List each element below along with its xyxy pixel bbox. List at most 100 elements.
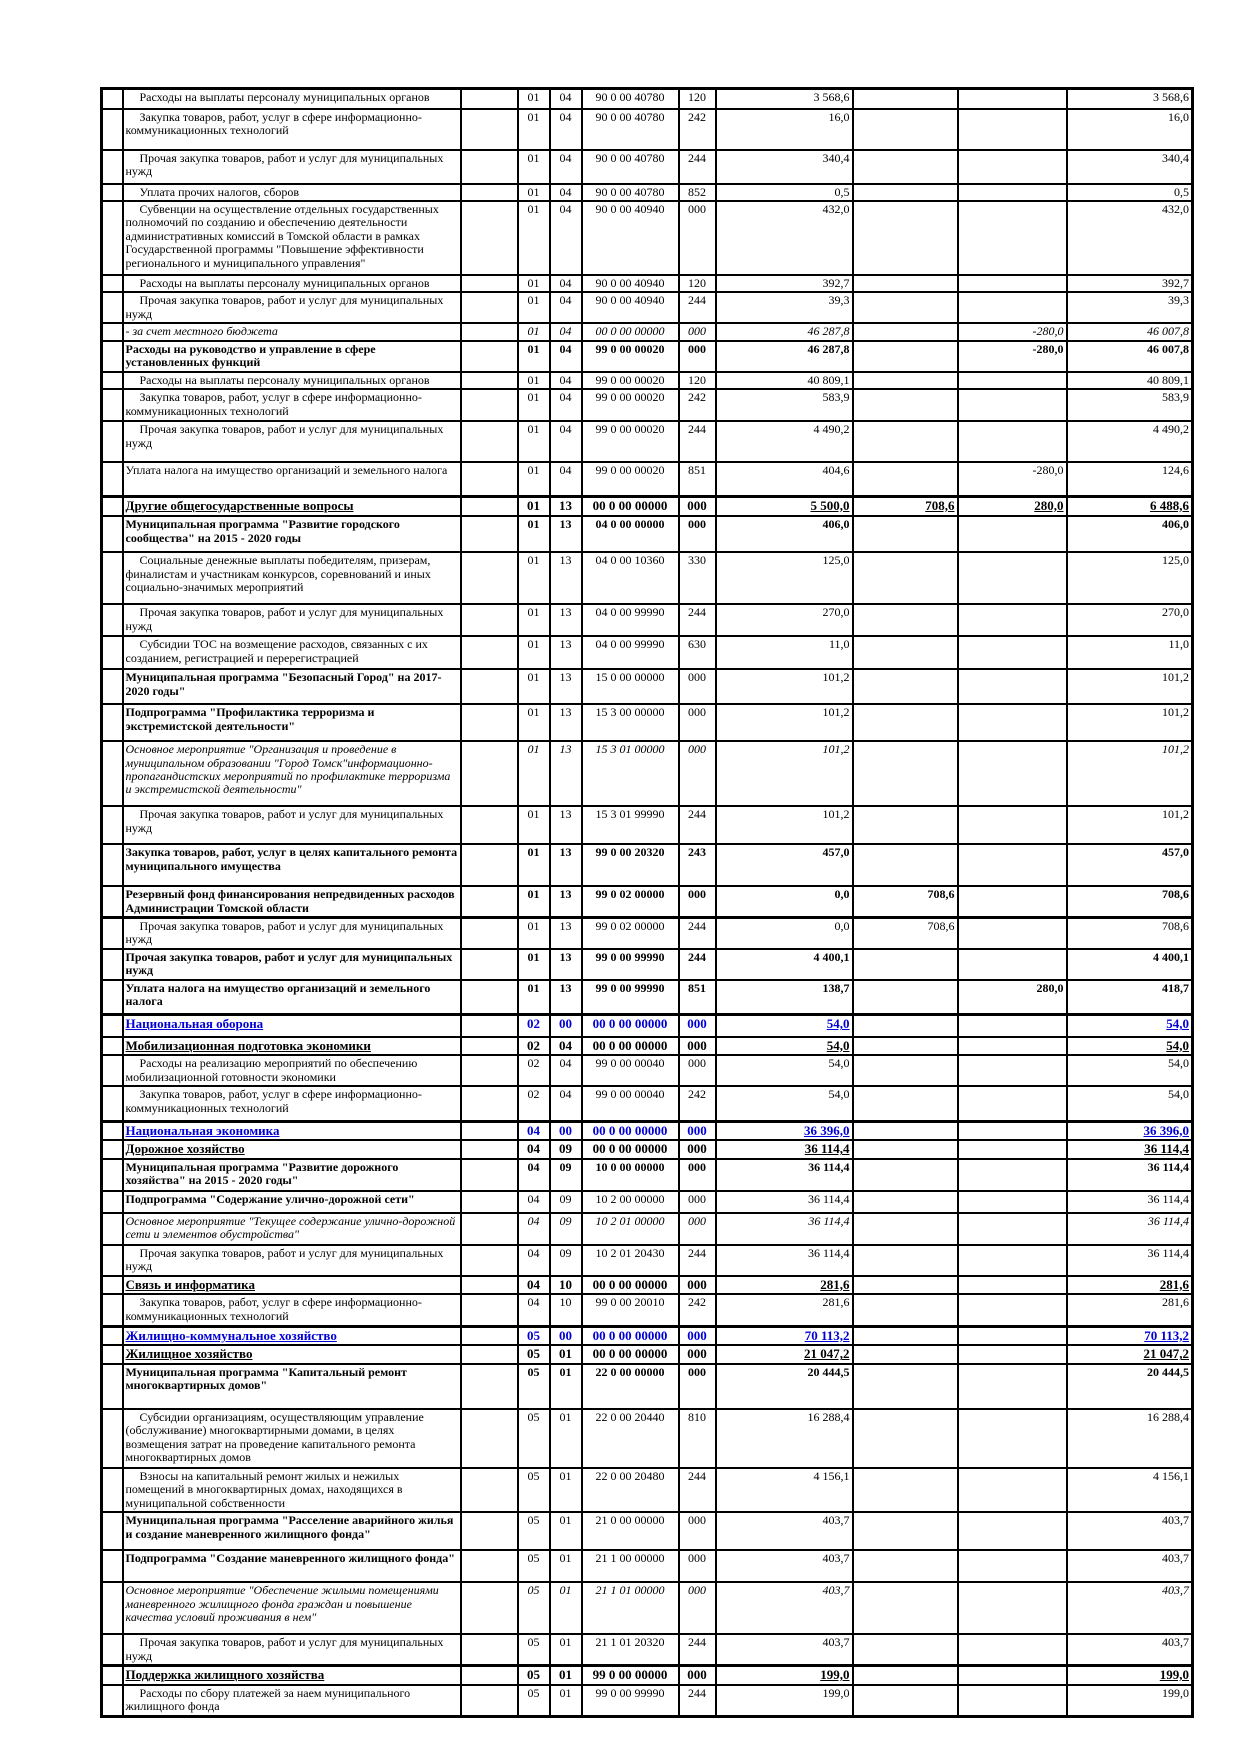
row-amount-approved-cell: 199,0 xyxy=(714,1664,854,1686)
row-target-article-cell: 99 0 00 00000 xyxy=(580,1664,680,1686)
row-name-cell: Социальные денежные выплаты победителям,… xyxy=(121,551,462,606)
row-name-cell: Национальная оборона xyxy=(121,1013,462,1038)
row-amount-increase-cell xyxy=(851,515,959,554)
row-amount-total-cell: 199,0 xyxy=(1065,1664,1194,1686)
row-razdel-cell: 01 xyxy=(516,885,551,919)
row-amount-approved-cell: 281,6 xyxy=(714,1274,854,1296)
row-amount-total-cell: 4 156,1 xyxy=(1065,1466,1194,1514)
row-podrazdel-cell: 10 xyxy=(548,1293,583,1328)
table-row: Закупка товаров, работ, услуг в сфере ин… xyxy=(100,107,1194,151)
row-razdel-cell: 01 xyxy=(516,107,551,151)
row-left-margin-cell xyxy=(100,1344,124,1365)
row-amount-decrease-cell: -280,0 xyxy=(956,322,1068,342)
row-expense-type-cell: 000 xyxy=(677,1581,717,1636)
row-expense-type-cell: 000 xyxy=(677,339,717,373)
row-grbs-cell xyxy=(459,515,519,554)
row-left-margin-cell xyxy=(100,668,124,706)
row-amount-approved-cell: 403,7 xyxy=(714,1549,854,1584)
row-podrazdel-cell: 01 xyxy=(548,1581,583,1636)
row-grbs-cell xyxy=(459,1035,519,1057)
row-amount-total-cell: 36 114,4 xyxy=(1065,1139,1194,1160)
row-amount-approved-cell: 4 490,2 xyxy=(714,420,854,464)
row-amount-increase-cell xyxy=(851,1407,959,1469)
row-target-article-cell: 15 3 01 00000 xyxy=(580,740,680,808)
row-amount-increase-cell xyxy=(851,1274,959,1296)
row-target-article-cell: 99 0 02 00000 xyxy=(580,885,680,919)
row-expense-type-cell: 244 xyxy=(677,420,717,464)
row-expense-type-cell: 000 xyxy=(677,1013,717,1038)
row-expense-type-cell: 244 xyxy=(677,1243,717,1277)
row-name-cell: Национальная экономика xyxy=(121,1119,462,1142)
table-row: Муниципальная программа "Развитие городс… xyxy=(100,515,1194,554)
row-grbs-cell xyxy=(459,494,519,518)
row-expense-type-cell: 000 xyxy=(677,885,717,919)
table-row: Расходы на выплаты персоналу муниципальн… xyxy=(100,273,1194,294)
row-expense-type-cell: 244 xyxy=(677,1633,717,1667)
row-left-margin-cell xyxy=(100,182,124,202)
row-amount-approved-cell: 457,0 xyxy=(714,843,854,888)
row-amount-total-cell: 406,0 xyxy=(1065,515,1194,554)
row-amount-approved-cell: 403,7 xyxy=(714,1511,854,1552)
row-name-cell: Расходы на руководство и управление в сф… xyxy=(121,339,462,373)
row-podrazdel-cell: 04 xyxy=(548,339,583,373)
row-left-margin-cell xyxy=(100,635,124,671)
row-left-margin-cell xyxy=(100,339,124,373)
row-left-margin-cell xyxy=(100,1293,124,1328)
row-amount-decrease-cell xyxy=(956,885,1068,919)
row-expense-type-cell: 242 xyxy=(677,1293,717,1328)
row-target-article-cell: 90 0 00 40780 xyxy=(580,148,680,185)
row-amount-decrease-cell xyxy=(956,1344,1068,1365)
row-razdel-cell: 05 xyxy=(516,1362,551,1410)
row-grbs-cell xyxy=(459,273,519,294)
row-razdel-cell: 05 xyxy=(516,1511,551,1552)
row-amount-total-cell: 392,7 xyxy=(1065,273,1194,294)
row-left-margin-cell xyxy=(100,1243,124,1277)
row-target-article-cell: 00 0 00 00000 xyxy=(580,1139,680,1160)
row-amount-approved-cell: 406,0 xyxy=(714,515,854,554)
row-name-cell: Прочая закупка товаров, работ и услуг дл… xyxy=(121,915,462,950)
row-name-cell: Уплата налога на имущество организаций и… xyxy=(121,978,462,1016)
table-row: Национальная оборона 02 00 00 0 00 00000 000… xyxy=(100,1013,1194,1038)
row-grbs-cell xyxy=(459,603,519,638)
row-amount-total-cell: 54,0 xyxy=(1065,1013,1194,1038)
row-amount-increase-cell xyxy=(851,603,959,638)
table-row: Связь и информатика 04 10 00 0 00 00000 000 2… xyxy=(100,1274,1194,1296)
row-amount-decrease-cell xyxy=(956,1466,1068,1514)
row-podrazdel-cell: 04 xyxy=(548,107,583,151)
row-target-article-cell: 99 0 00 99990 xyxy=(580,978,680,1016)
table-row: Муниципальная программа "Расселение авар… xyxy=(100,1511,1194,1552)
row-grbs-cell xyxy=(459,1189,519,1214)
row-amount-increase-cell xyxy=(851,1013,959,1038)
row-amount-increase-cell: 708,6 xyxy=(851,915,959,950)
row-podrazdel-cell: 04 xyxy=(548,148,583,185)
row-amount-increase-cell xyxy=(851,1085,959,1123)
row-grbs-cell xyxy=(459,1013,519,1038)
table-row: Закупка товаров, работ, услуг в сфере ин… xyxy=(100,388,1194,423)
row-razdel-cell: 05 xyxy=(516,1324,551,1347)
row-amount-total-cell: 36 114,4 xyxy=(1065,1157,1194,1192)
row-amount-increase-cell xyxy=(851,1344,959,1365)
row-podrazdel-cell: 00 xyxy=(548,1324,583,1347)
row-podrazdel-cell: 04 xyxy=(548,182,583,202)
table-row: Основное мероприятие "Обеспечение жилыми… xyxy=(100,1581,1194,1636)
row-amount-total-cell: 54,0 xyxy=(1065,1085,1194,1123)
row-name-cell: Прочая закупка товаров, работ и услуг дл… xyxy=(121,291,462,325)
row-name-cell: Прочая закупка товаров, работ и услуг дл… xyxy=(121,1633,462,1667)
row-name-cell: Прочая закупка товаров, работ и услуг дл… xyxy=(121,148,462,185)
row-amount-decrease-cell xyxy=(956,199,1068,276)
row-amount-increase-cell xyxy=(851,843,959,888)
row-amount-total-cell: 4 490,2 xyxy=(1065,420,1194,464)
row-expense-type-cell: 120 xyxy=(677,87,717,110)
row-amount-total-cell: 36 114,4 xyxy=(1065,1211,1194,1246)
table-row: Резервный фонд финансирования непредвиде… xyxy=(100,885,1194,919)
row-left-margin-cell xyxy=(100,1511,124,1552)
row-amount-increase-cell xyxy=(851,1119,959,1142)
row-grbs-cell xyxy=(459,1683,519,1718)
row-grbs-cell xyxy=(459,1581,519,1636)
row-left-margin-cell xyxy=(100,87,124,110)
row-grbs-cell xyxy=(459,1157,519,1192)
row-amount-approved-cell: 36 114,4 xyxy=(714,1211,854,1246)
row-razdel-cell: 01 xyxy=(516,668,551,706)
row-name-cell: Дорожное хозяйство xyxy=(121,1139,462,1160)
row-name-cell: Основное мероприятие "Обеспечение жилыми… xyxy=(121,1581,462,1636)
